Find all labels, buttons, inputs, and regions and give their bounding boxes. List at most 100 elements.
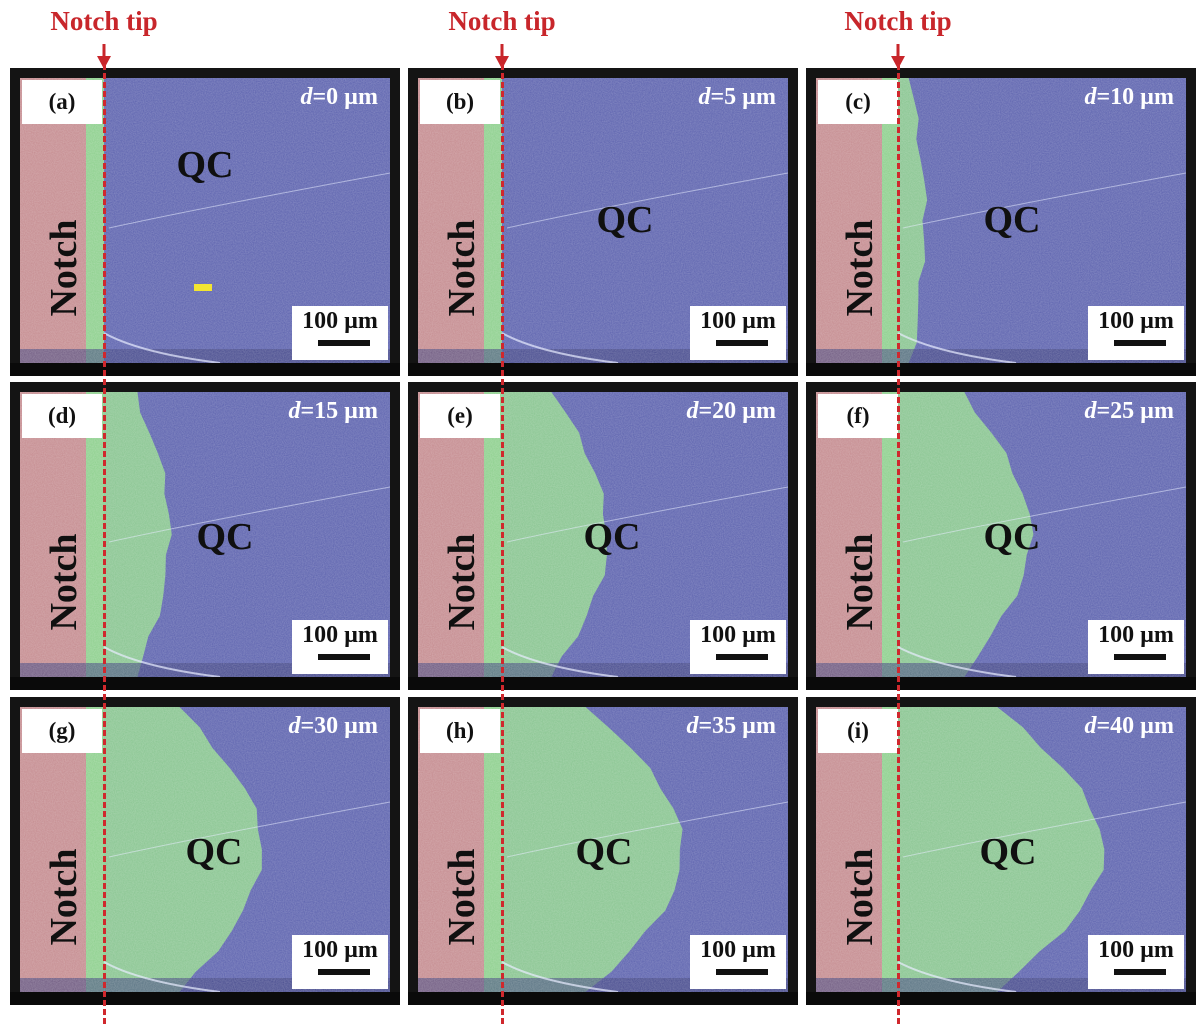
notch-tip-dashed-line (501, 64, 504, 1024)
panel-label: (d) (22, 394, 102, 438)
notch-label: Notch (839, 848, 881, 946)
notch-label: Notch (839, 533, 881, 631)
crack-line (103, 332, 221, 363)
scale-bar-label: 100 µm (700, 308, 776, 334)
micrograph-panel: (d) d=15 µm Notch QC 100 µm (10, 382, 400, 690)
micrograph-image (20, 392, 390, 677)
crack-line (501, 646, 619, 677)
micrograph-svg (816, 707, 1186, 992)
panel-label: (e) (420, 394, 500, 438)
scale-bar-box: 100 µm (690, 306, 786, 360)
notch-tip-arrow-icon (896, 44, 900, 58)
notch-tip-title: Notch tip (844, 6, 952, 36)
panel-label: (g) (22, 709, 102, 753)
distance-value: =10 µm (1096, 84, 1175, 110)
panel-label: (a) (22, 80, 102, 124)
crack-line (902, 172, 1186, 229)
scale-bar (318, 340, 370, 346)
distance-variable: d (1084, 398, 1097, 424)
scale-bar-label: 100 µm (1098, 622, 1174, 648)
crack-line (501, 961, 619, 992)
scale-bar (716, 654, 768, 660)
distance-value: =0 µm (312, 84, 379, 110)
notch-tip-arrowhead-icon (97, 56, 111, 69)
micrograph-svg (20, 392, 390, 677)
panel-label: (b) (420, 80, 500, 124)
scale-bar-box: 100 µm (1088, 306, 1184, 360)
notch-tip-arrowhead-icon (495, 56, 509, 69)
distance-label: d=35 µm (687, 713, 777, 740)
distance-value: =30 µm (300, 713, 379, 739)
micrograph-panel: (i) d=40 µm Notch QC 100 µm (806, 697, 1196, 1005)
distance-label: d=40 µm (1085, 713, 1175, 740)
micrograph-panel: (b) d=5 µm Notch QC 100 µm (408, 68, 798, 376)
scale-bar (318, 654, 370, 660)
scale-bar-box: 100 µm (690, 935, 786, 989)
distance-label: d=0 µm (301, 84, 379, 111)
qc-label: QC (979, 831, 1037, 873)
notch-tip-dashed-line (897, 64, 900, 1024)
distance-label: d=20 µm (687, 398, 777, 425)
scale-bar (318, 969, 370, 975)
notch-label: Notch (441, 219, 483, 317)
scale-bar (716, 969, 768, 975)
panel-label: (f) (818, 394, 898, 438)
distance-value: =40 µm (1096, 713, 1175, 739)
distance-variable: d (1084, 713, 1097, 739)
crack-line (897, 646, 1017, 677)
micrograph-panel: (a) d=0 µm Notch QC 100 µm (10, 68, 400, 376)
crack-line (108, 486, 390, 543)
micrograph-panel: (e) d=20 µm Notch QC 100 µm (408, 382, 798, 690)
qc-label: QC (575, 831, 633, 873)
scale-bar (1114, 969, 1166, 975)
qc-label: QC (983, 516, 1041, 558)
qc-label: QC (983, 199, 1041, 241)
qc-label: QC (176, 144, 234, 186)
qc-label: QC (596, 199, 654, 241)
micrograph-image (20, 707, 390, 992)
panel-bottom-edge (10, 992, 400, 1005)
distance-label: d=10 µm (1085, 84, 1175, 111)
qc-label: QC (185, 831, 243, 873)
distance-value: =20 µm (698, 398, 777, 424)
scale-bar-label: 100 µm (1098, 308, 1174, 334)
distance-variable: d (686, 713, 699, 739)
crack-line (506, 801, 788, 858)
notch-tip-title: Notch tip (50, 6, 158, 36)
notch-tip-arrow-icon (102, 44, 106, 58)
notch-tip-dashed-line (103, 64, 106, 1024)
micrograph-svg (20, 78, 390, 363)
scale-bar-box: 100 µm (292, 306, 388, 360)
scale-bar (1114, 340, 1166, 346)
distance-variable: d (288, 713, 301, 739)
distance-label: d=25 µm (1085, 398, 1175, 425)
notch-label: Notch (43, 533, 85, 631)
scale-bar (1114, 654, 1166, 660)
panel-label: (h) (420, 709, 500, 753)
distance-value: =15 µm (300, 398, 379, 424)
crack-line (108, 801, 390, 858)
notch-label: Notch (441, 533, 483, 631)
crack-line (506, 172, 788, 229)
scale-bar (716, 340, 768, 346)
notch-label: Notch (839, 219, 881, 317)
distance-variable: d (1084, 84, 1097, 110)
crack-line (902, 486, 1186, 543)
scale-bar-box: 100 µm (690, 620, 786, 674)
micrograph-panel: (h) d=35 µm Notch QC 100 µm (408, 697, 798, 1005)
distance-value: =35 µm (698, 713, 777, 739)
scale-bar-label: 100 µm (302, 937, 378, 963)
scale-bar-label: 100 µm (1098, 937, 1174, 963)
panel-bottom-edge (408, 992, 798, 1005)
scale-bar-box: 100 µm (1088, 935, 1184, 989)
distance-variable: d (698, 84, 711, 110)
panel-bottom-edge (408, 363, 798, 376)
distance-variable: d (300, 84, 313, 110)
notch-label: Notch (441, 848, 483, 946)
distance-value: =5 µm (710, 84, 777, 110)
notch-tip-arrowhead-icon (891, 56, 905, 69)
panel-bottom-edge (806, 677, 1196, 690)
panel-label: (c) (818, 80, 898, 124)
micrograph-svg (20, 707, 390, 992)
notch-tip-arrow-icon (500, 44, 504, 58)
